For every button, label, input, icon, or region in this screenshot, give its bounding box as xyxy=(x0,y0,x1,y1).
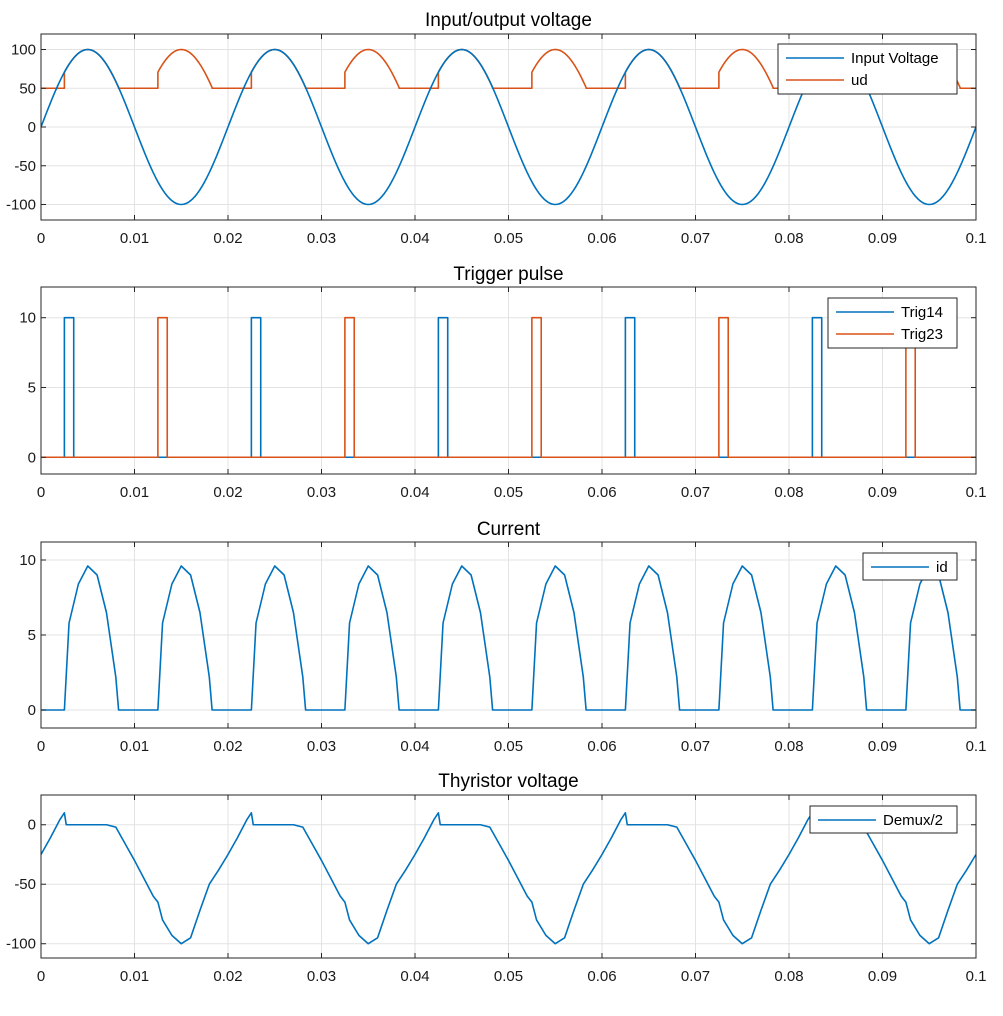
x-tick-label: 0.1 xyxy=(966,968,987,985)
y-tick-label: 0 xyxy=(28,449,36,466)
series-group xyxy=(41,565,976,711)
y-tick-label: -50 xyxy=(14,876,36,893)
x-tick-label: 0 xyxy=(37,484,45,501)
x-tick-label: 0.03 xyxy=(307,230,336,247)
y-tick-label: 5 xyxy=(28,627,36,644)
x-tick-label: 0.09 xyxy=(868,484,897,501)
series-line-trig14 xyxy=(41,316,976,459)
legend-label: Input Voltage xyxy=(851,50,939,67)
x-tick-label: 0.06 xyxy=(587,484,616,501)
x-tick-label: 0.02 xyxy=(213,484,242,501)
x-tick-label: 0.1 xyxy=(966,230,987,247)
subplot-4: 0 0.01 0.02 0.03 0.04 0.05 0.06 0.07 0.08 0.09 0.1… xyxy=(6,771,986,985)
y-tick-label: -100 xyxy=(6,936,36,953)
legend-label: Demux/2 xyxy=(883,812,943,829)
x-tick-label: 0.02 xyxy=(213,230,242,247)
x-tick-label: 0.06 xyxy=(587,738,616,755)
x-tick-label: 0.08 xyxy=(774,230,803,247)
x-tick-label: 0.03 xyxy=(307,484,336,501)
x-tick-label: 0.04 xyxy=(400,738,429,755)
subplot-2: 0 0.01 0.02 0.03 0.04 0.05 0.06 0.07 0.08 0.09 0.1… xyxy=(19,264,986,501)
x-tick-label: 0.04 xyxy=(400,968,429,985)
y-tick-label: -100 xyxy=(6,197,36,214)
chart-title: Trigger pulse xyxy=(453,264,563,285)
x-tick-label: 0.07 xyxy=(681,230,710,247)
x-tick-label: 0.06 xyxy=(587,230,616,247)
y-tick-label: 0 xyxy=(28,119,36,136)
x-tick-label: 0.05 xyxy=(494,738,523,755)
x-tick-label: 0.09 xyxy=(868,968,897,985)
x-tick-label: 0.01 xyxy=(120,738,149,755)
y-tick-label: 10 xyxy=(19,310,36,327)
x-tick-label: 0.04 xyxy=(400,230,429,247)
x-tick-label: 0.07 xyxy=(681,484,710,501)
legend: Input Voltage ud xyxy=(777,43,958,95)
y-tick-label: 100 xyxy=(11,42,36,59)
legend-label: id xyxy=(936,559,948,576)
x-tick-label: 0.08 xyxy=(774,968,803,985)
x-tick-label: 0 xyxy=(37,968,45,985)
chart-title: Current xyxy=(477,519,541,540)
x-tick-label: 0.05 xyxy=(494,968,523,985)
series-line-id xyxy=(41,565,976,711)
x-tick-label: 0.09 xyxy=(868,230,897,247)
x-tick-label: 0.03 xyxy=(307,738,336,755)
legend: id xyxy=(862,552,958,581)
x-tick-label: 0.1 xyxy=(966,738,987,755)
x-tick-label: 0.02 xyxy=(213,968,242,985)
y-tick-label: 0 xyxy=(28,817,36,834)
x-tick-label: 0.01 xyxy=(120,484,149,501)
chart-title: Thyristor voltage xyxy=(438,771,578,792)
series-group xyxy=(41,316,976,459)
legend-box xyxy=(827,297,958,349)
legend: Trig14 Trig23 xyxy=(827,297,958,349)
x-tick-label: 0.09 xyxy=(868,738,897,755)
legend: Demux/2 xyxy=(809,805,958,834)
x-tick-label: 0.05 xyxy=(494,230,523,247)
legend-box xyxy=(777,43,958,95)
chart-title: Input/output voltage xyxy=(425,10,592,31)
series-line-trig23 xyxy=(41,316,976,459)
x-tick-label: 0 xyxy=(37,738,45,755)
x-tick-label: 0.02 xyxy=(213,738,242,755)
subplot-3: 0 0.01 0.02 0.03 0.04 0.05 0.06 0.07 0.08 0.09 0.1… xyxy=(19,519,986,755)
x-tick-label: 0.1 xyxy=(966,484,987,501)
legend-label: ud xyxy=(851,72,868,89)
x-tick-label: 0.08 xyxy=(774,738,803,755)
legend-label: Trig14 xyxy=(901,304,943,321)
x-tick-label: 0.08 xyxy=(774,484,803,501)
x-tick-label: 0.01 xyxy=(120,968,149,985)
y-tick-label: 5 xyxy=(28,379,36,396)
x-tick-label: 0.03 xyxy=(307,968,336,985)
x-tick-label: 0.07 xyxy=(681,968,710,985)
x-tick-label: 0.04 xyxy=(400,484,429,501)
x-tick-label: 0.01 xyxy=(120,230,149,247)
y-tick-label: 10 xyxy=(19,552,36,569)
y-tick-label: 0 xyxy=(28,702,36,719)
x-tick-label: 0 xyxy=(37,230,45,247)
x-tick-label: 0.05 xyxy=(494,484,523,501)
legend-label: Trig23 xyxy=(901,326,943,343)
y-tick-label: -50 xyxy=(14,158,36,175)
x-tick-label: 0.06 xyxy=(587,968,616,985)
x-tick-label: 0.07 xyxy=(681,738,710,755)
subplot-1: 0 0.01 0.02 0.03 0.04 0.05 0.06 0.07 0.08 0.09 0.1… xyxy=(6,10,986,247)
y-tick-label: 50 xyxy=(19,80,36,97)
